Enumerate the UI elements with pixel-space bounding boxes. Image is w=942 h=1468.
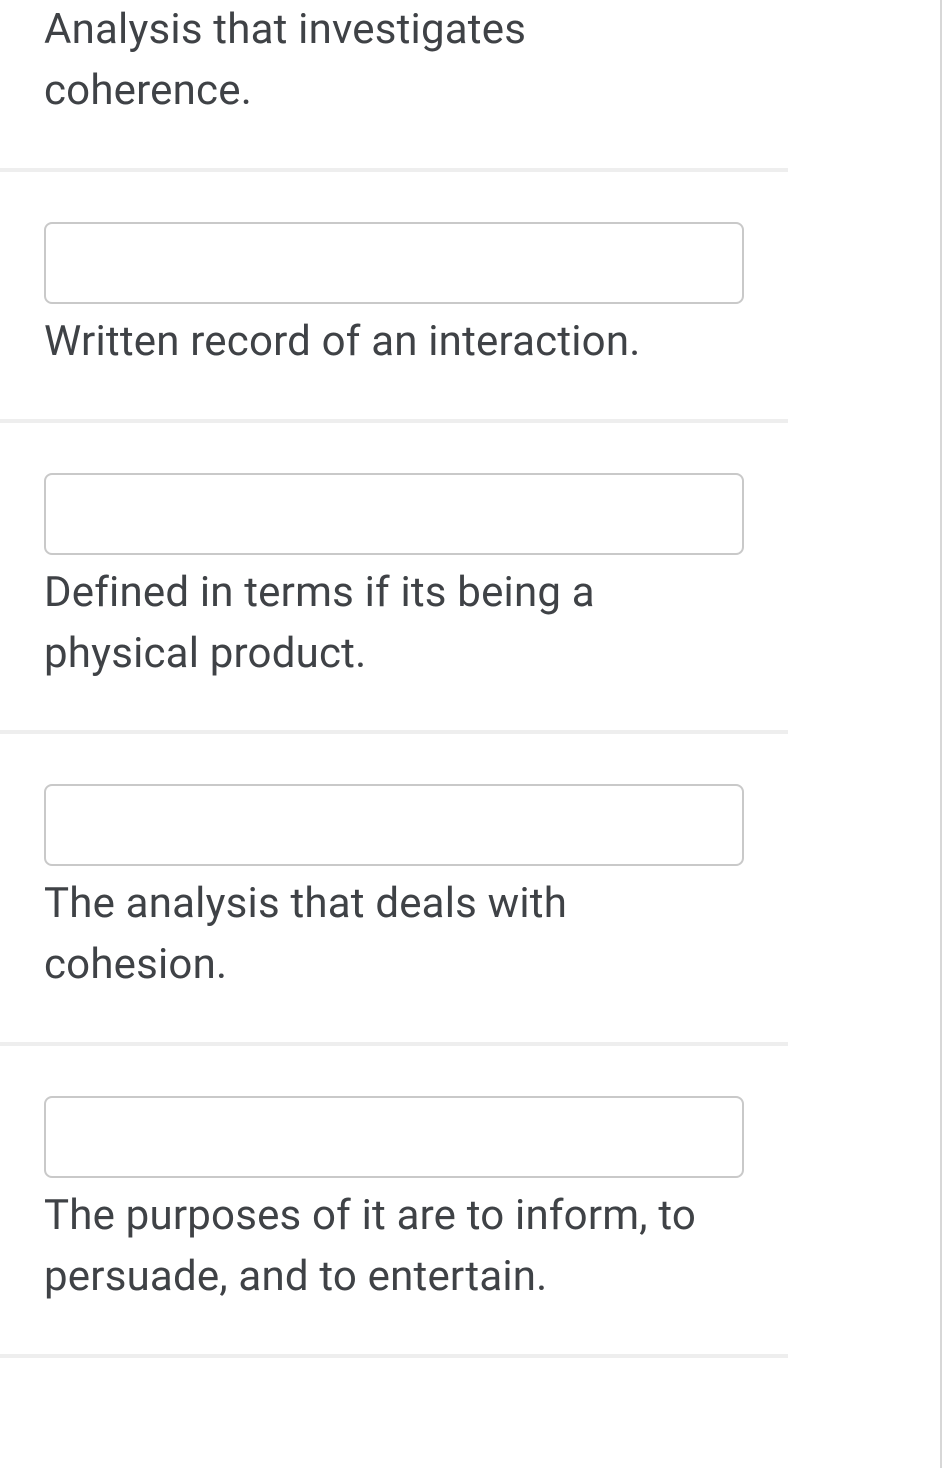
quiz-row: Analysis that investigates coherence. xyxy=(0,0,788,172)
answer-input[interactable] xyxy=(44,1096,744,1178)
content-column: Analysis that investigates coherence. Wr… xyxy=(0,0,788,1358)
definition-text: The analysis that deals with cohesion. xyxy=(44,874,744,996)
definition-text: Analysis that investigates coherence. xyxy=(44,0,744,122)
quiz-row: The purposes of it are to inform, to per… xyxy=(0,1046,788,1358)
quiz-row: The analysis that deals with cohesion. xyxy=(0,734,788,1046)
definition-text: Written record of an interaction. xyxy=(44,312,744,373)
answer-input[interactable] xyxy=(44,222,744,304)
quiz-page: Analysis that investigates coherence. Wr… xyxy=(0,0,942,1468)
quiz-row: Written record of an interaction. xyxy=(0,172,788,423)
definition-text: The purposes of it are to inform, to per… xyxy=(44,1186,744,1308)
quiz-row: Defined in terms if its being a physical… xyxy=(0,423,788,735)
definition-text: Defined in terms if its being a physical… xyxy=(44,563,744,685)
answer-input[interactable] xyxy=(44,473,744,555)
answer-input[interactable] xyxy=(44,784,744,866)
